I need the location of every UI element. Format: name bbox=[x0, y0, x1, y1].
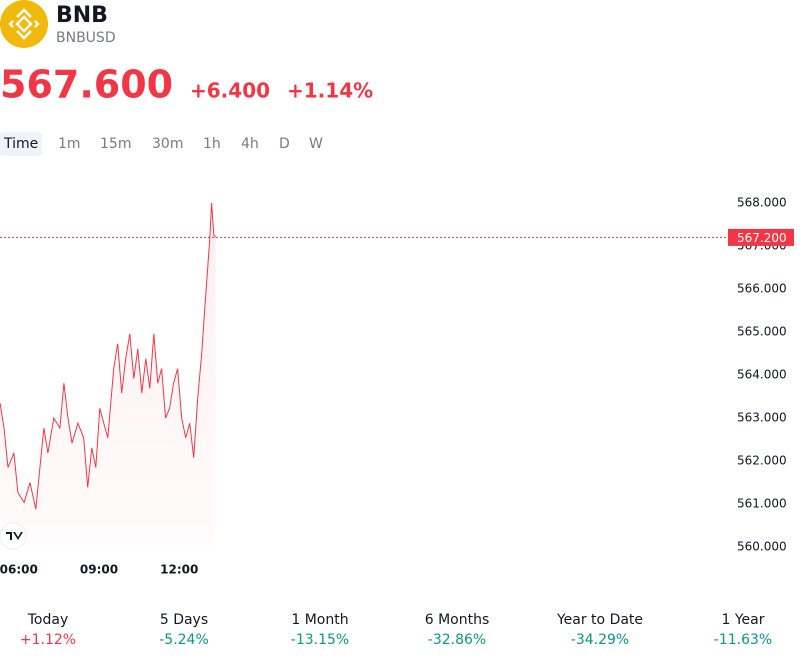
y-tick-label: 563.000 bbox=[737, 411, 787, 425]
x-tick-label: 06:00 bbox=[0, 563, 38, 577]
interval-button[interactable]: 4h bbox=[241, 136, 259, 152]
performance-label[interactable]: 5 Days bbox=[160, 612, 208, 628]
interval-button[interactable]: 30m bbox=[152, 136, 183, 152]
interval-label[interactable]: Time bbox=[3, 136, 38, 152]
y-tick-label: 566.000 bbox=[737, 282, 787, 296]
price-change-percent: +1.14% bbox=[287, 79, 373, 103]
performance-value[interactable]: -13.15% bbox=[291, 632, 349, 648]
ticker: BNBUSD bbox=[56, 30, 116, 46]
interval-label[interactable]: 1m bbox=[58, 136, 81, 152]
price-change: +6.400 bbox=[190, 79, 270, 103]
logo bbox=[0, 0, 48, 48]
performance-label[interactable]: Today bbox=[27, 612, 69, 628]
interval-label[interactable]: D bbox=[279, 136, 290, 152]
performance-value[interactable]: -32.86% bbox=[428, 632, 486, 648]
interval-button[interactable]: 1m bbox=[58, 136, 81, 152]
y-tick-label: 560.000 bbox=[737, 540, 787, 554]
price: 567.600 bbox=[0, 63, 173, 107]
symbol: BNB bbox=[56, 3, 108, 28]
interval-label[interactable]: 4h bbox=[241, 136, 259, 152]
area bbox=[0, 203, 216, 545]
performance-item[interactable]: 5 Days -5.24% bbox=[159, 612, 209, 648]
line bbox=[0, 202, 217, 510]
performance-value[interactable]: -11.63% bbox=[714, 632, 772, 648]
x-tick-label: 09:00 bbox=[80, 563, 118, 577]
y-tick-label: 564.000 bbox=[737, 368, 787, 382]
interval-button[interactable]: 1h bbox=[203, 136, 221, 152]
y-tick-label: 568.000 bbox=[737, 196, 787, 210]
performance-item[interactable]: Year to Date -34.29% bbox=[556, 612, 643, 648]
performance-item[interactable]: 6 Months -32.86% bbox=[425, 612, 490, 648]
performance-value[interactable]: +1.12% bbox=[20, 632, 76, 648]
interval-label[interactable]: W bbox=[309, 136, 323, 152]
interval-button[interactable]: Time bbox=[0, 132, 42, 156]
y-tick-label: 561.000 bbox=[737, 497, 787, 511]
performance-value[interactable]: -34.29% bbox=[571, 632, 629, 648]
tradingview-badge bbox=[0, 522, 27, 550]
performance-item[interactable]: 1 Year -11.63% bbox=[714, 612, 772, 648]
last-price-label: 567.200 bbox=[737, 231, 787, 245]
performance-label[interactable]: 1 Year bbox=[722, 612, 765, 628]
interval-label[interactable]: 30m bbox=[152, 136, 183, 152]
interval-highlight bbox=[0, 132, 42, 156]
y-tick-label: 565.000 bbox=[737, 325, 787, 339]
interval-button[interactable]: D bbox=[279, 136, 290, 152]
performance-value[interactable]: -5.24% bbox=[159, 632, 209, 648]
performance-label[interactable]: 6 Months bbox=[425, 612, 490, 628]
performance-label[interactable]: Year to Date bbox=[556, 612, 643, 628]
performance-item[interactable]: 1 Month -13.15% bbox=[291, 612, 349, 648]
interval-button[interactable]: 15m bbox=[100, 136, 131, 152]
last-price-box bbox=[728, 228, 794, 246]
performance-label[interactable]: 1 Month bbox=[291, 612, 348, 628]
interval-label[interactable]: 15m bbox=[100, 136, 131, 152]
performance-item[interactable]: Today +1.12% bbox=[20, 612, 76, 648]
y-tick-label: 562.000 bbox=[737, 454, 787, 468]
interval-label[interactable]: 1h bbox=[203, 136, 221, 152]
interval-button[interactable]: W bbox=[309, 136, 323, 152]
x-tick-label: 12:00 bbox=[160, 563, 198, 577]
